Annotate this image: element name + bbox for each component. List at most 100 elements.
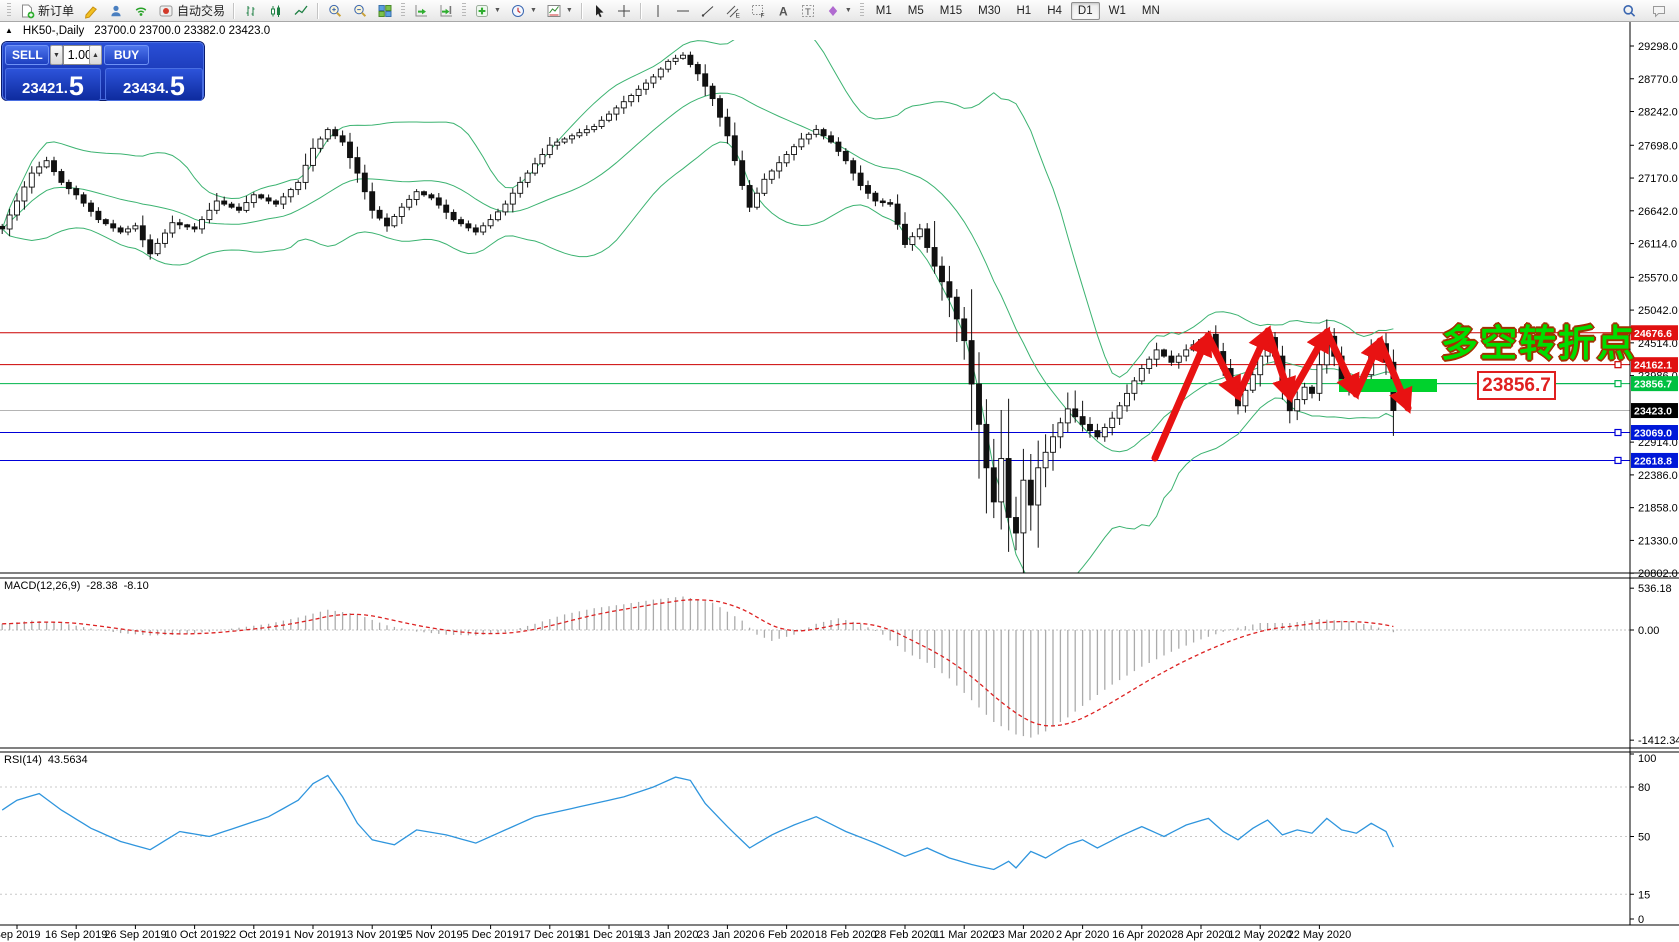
clock-icon — [510, 3, 526, 19]
pencil-icon — [83, 3, 99, 19]
svg-text:23 Jan 2020: 23 Jan 2020 — [697, 929, 758, 941]
tab-timeframe-d1[interactable]: D1 — [1070, 1, 1100, 20]
separator — [233, 2, 236, 19]
person-icon — [108, 3, 124, 19]
tab-timeframe-m5[interactable]: M5 — [901, 2, 931, 20]
zoom-out-button[interactable] — [348, 1, 372, 20]
svg-text:0: 0 — [1638, 914, 1644, 926]
svg-text:23856.7: 23856.7 — [1634, 379, 1672, 391]
toolbar-grip — [859, 3, 864, 18]
channel-button[interactable]: E — [721, 1, 745, 20]
line-chart-button[interactable] — [289, 1, 313, 20]
buy-price-button[interactable]: 23434. 5 — [105, 68, 203, 101]
svg-text:28770.0: 28770.0 — [1638, 74, 1678, 86]
volume-up-button[interactable]: ▲ — [89, 45, 102, 65]
auto-scroll-button[interactable] — [409, 1, 433, 20]
chart-shift-button[interactable] — [434, 1, 458, 20]
tab-timeframe-w1[interactable]: W1 — [1102, 2, 1133, 20]
buy-button[interactable]: BUY — [104, 45, 149, 65]
toolbar-grip — [7, 3, 11, 18]
svg-text:31 Dec 2019: 31 Dec 2019 — [578, 929, 640, 941]
text-label-icon: T — [800, 3, 816, 19]
svg-text:22386.0: 22386.0 — [1638, 470, 1678, 482]
svg-text:22618.8: 22618.8 — [1634, 455, 1672, 467]
svg-text:22914.0: 22914.0 — [1638, 437, 1678, 449]
periods-button[interactable]: ▼ — [506, 1, 541, 20]
candlestick-button[interactable] — [264, 1, 288, 20]
equidistant-channel-icon: E — [725, 3, 741, 19]
svg-text:50: 50 — [1638, 832, 1650, 844]
svg-text:24676.6: 24676.6 — [1634, 328, 1672, 340]
zoom-in-button[interactable] — [323, 1, 347, 20]
svg-text:28242.0: 28242.0 — [1638, 107, 1678, 119]
tab-timeframe-h1[interactable]: H1 — [1010, 2, 1039, 20]
svg-text:T: T — [805, 6, 811, 17]
toolbar-grip — [401, 3, 406, 18]
bar-chart-button[interactable] — [239, 1, 263, 20]
rsi-label: RSI(14) 43.5634 — [4, 754, 88, 766]
tab-timeframe-h4[interactable]: H4 — [1040, 2, 1069, 20]
tab-timeframe-m15[interactable]: M15 — [933, 2, 969, 20]
text-label-button[interactable]: T — [796, 1, 820, 20]
trendline-button[interactable] — [696, 1, 720, 20]
new-order-button[interactable]: 新订单 — [15, 1, 78, 20]
tab-timeframe-m30[interactable]: M30 — [971, 2, 1007, 20]
templates-button[interactable]: ▼ — [542, 1, 577, 20]
chat-button[interactable] — [1647, 1, 1671, 20]
sell-price-button[interactable]: 23421. 5 — [5, 68, 101, 101]
svg-text:100: 100 — [1638, 753, 1656, 765]
svg-text:16 Sep 2019: 16 Sep 2019 — [45, 929, 107, 941]
svg-text:27170.0: 27170.0 — [1638, 173, 1678, 185]
crosshair-button[interactable] — [612, 1, 636, 20]
zoom-in-icon — [327, 3, 343, 19]
svg-text:2 Apr 2020: 2 Apr 2020 — [1056, 929, 1109, 941]
indicators-button[interactable]: ▼ — [470, 1, 505, 20]
fibonacci-button[interactable]: F — [746, 1, 770, 20]
tab-timeframe-m1[interactable]: M1 — [869, 2, 899, 20]
crosshair-icon — [616, 3, 632, 19]
macd-label: MACD(12,26,9) -28.38 -8.10 — [4, 580, 149, 592]
trendline-icon — [700, 3, 716, 19]
svg-text:-1412.34: -1412.34 — [1638, 735, 1679, 747]
zigzag-arrow — [1204, 332, 1242, 402]
macd-signal-value: -8.10 — [123, 580, 149, 592]
volume-down-button[interactable]: ▼ — [50, 45, 63, 65]
vertical-line-icon — [650, 3, 666, 19]
signals-button[interactable] — [129, 1, 153, 20]
text-button[interactable]: A — [771, 1, 795, 20]
zigzag-arrow — [1323, 328, 1360, 400]
svg-text:Sep 2019: Sep 2019 — [0, 929, 41, 941]
svg-text:22 Oct 2019: 22 Oct 2019 — [224, 929, 284, 941]
autotrading-button[interactable]: 自动交易 — [154, 1, 229, 20]
chat-icon — [1651, 3, 1667, 19]
new-order-icon — [19, 3, 35, 19]
search-button[interactable] — [1617, 1, 1641, 20]
main-chart-layer — [0, 40, 1630, 573]
svg-text:21858.0: 21858.0 — [1638, 503, 1678, 515]
svg-text:A: A — [779, 4, 788, 18]
separator — [580, 2, 583, 19]
metaeditor-button[interactable] — [79, 1, 103, 20]
svg-text:5 Dec 2019: 5 Dec 2019 — [462, 929, 518, 941]
chevron-down-icon: ▼ — [565, 7, 573, 14]
chart-symbol-period: HK50-,Daily — [22, 25, 85, 37]
svg-text:21330.0: 21330.0 — [1638, 535, 1678, 547]
svg-text:26642.0: 26642.0 — [1638, 206, 1678, 218]
vertical-line-button[interactable] — [646, 1, 670, 20]
tab-timeframe-mn[interactable]: MN — [1135, 2, 1167, 20]
svg-text:15: 15 — [1638, 889, 1650, 901]
arrows-button[interactable]: ▼ — [821, 1, 856, 20]
svg-text:18 Feb 2020: 18 Feb 2020 — [815, 929, 877, 941]
cursor-button[interactable] — [587, 1, 611, 20]
svg-text:28 Feb 2020: 28 Feb 2020 — [874, 929, 936, 941]
separator — [639, 2, 642, 19]
horizontal-line-button[interactable] — [671, 1, 695, 20]
profile-button[interactable] — [104, 1, 128, 20]
svg-text:23069.0: 23069.0 — [1634, 428, 1672, 440]
horizontal-line-icon — [675, 3, 691, 19]
svg-text:24162.1: 24162.1 — [1634, 360, 1672, 372]
tile-windows-button[interactable] — [373, 1, 397, 20]
toolbar: 新订单 自动交易 ▼ ▼ ▼ E F A T ▼ M1 M5 M15 M30 H1 H4 D… — [0, 0, 1679, 22]
sell-button[interactable]: SELL — [5, 45, 49, 65]
